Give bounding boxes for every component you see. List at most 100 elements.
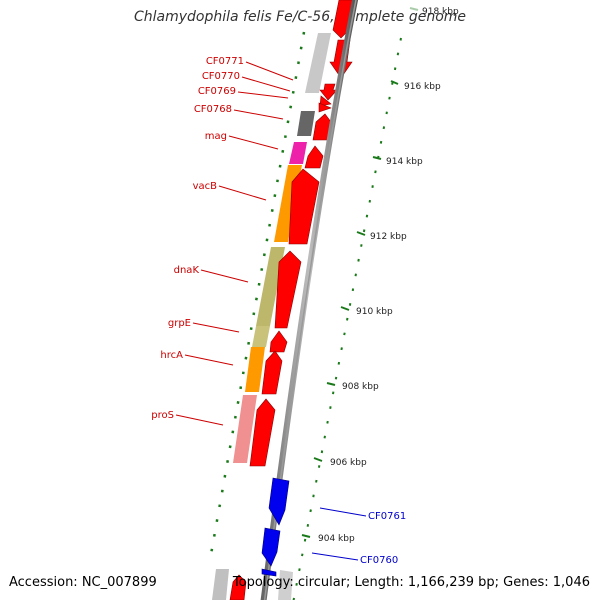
track-dot: [346, 317, 349, 321]
track-dot: [323, 435, 326, 439]
cog-block-pink: [233, 395, 257, 463]
cds-arrow: [319, 95, 332, 107]
kbp-label: 904 kbp: [318, 534, 355, 544]
accession-label: Accession: NC_007899: [9, 575, 157, 590]
track-dot: [226, 460, 230, 463]
track-dot: [362, 229, 366, 233]
cds-arrow: [319, 83, 338, 101]
track-dot: [396, 52, 400, 56]
track-dot: [365, 214, 369, 218]
track-dot: [303, 538, 307, 542]
cds-arrow: [269, 330, 288, 353]
kbp-label: 914 kbp: [386, 157, 423, 167]
track-dot: [301, 553, 304, 557]
cds-arrow: [304, 145, 324, 169]
cds-arrow: [261, 527, 281, 567]
gene-labels: CF0771 CF0770 CF0769 CF0768 mag vacB dna…: [151, 56, 406, 566]
leader-line: [218, 185, 267, 201]
track-dot: [218, 504, 222, 508]
track-dot: [360, 244, 363, 247]
reverse-cds-track: [261, 477, 290, 577]
gene-label-mag: mag: [205, 131, 227, 142]
track-dot: [334, 376, 338, 380]
cds-arrow: [261, 568, 277, 577]
track-dot: [254, 297, 258, 301]
genome-info: Topology: circular; Length: 1,166,239 bp…: [232, 575, 590, 590]
track-dot: [298, 568, 301, 572]
track-dot: [289, 105, 293, 109]
gene-label-cf0770: CF0770: [202, 71, 240, 82]
track-dot: [210, 548, 214, 552]
leader-line: [200, 269, 249, 283]
track-dot: [357, 258, 360, 262]
cds-arrow: [318, 102, 332, 113]
track-dot: [343, 332, 346, 336]
map-title: Chlamydophila felis Fe/C-56, complete ge…: [133, 9, 467, 25]
track-dot: [273, 194, 277, 198]
track-dot: [306, 524, 310, 527]
cds-arrow: [274, 250, 302, 329]
gene-label-pros: proS: [151, 410, 174, 421]
cog-block-magenta: [289, 142, 307, 164]
track-dot: [340, 347, 343, 351]
track-dot: [382, 126, 386, 130]
gene-label-cf0771: CF0771: [206, 56, 244, 67]
track-dot: [281, 149, 285, 153]
cds-arrow: [268, 477, 290, 526]
track-dot: [399, 37, 402, 41]
leader-line: [245, 61, 294, 81]
track-dot: [393, 67, 397, 71]
kbp-label: 918 kbp: [422, 7, 459, 17]
track-dot: [379, 140, 383, 144]
track-dot: [309, 509, 312, 513]
cog-block-orange-2: [245, 347, 265, 392]
cog-block-khaki-2: [252, 326, 270, 347]
cds-arrow: [261, 350, 283, 395]
leader-line: [237, 91, 289, 99]
track-dot: [270, 208, 274, 212]
gene-leaders: [175, 61, 367, 561]
cds-arrow: [288, 168, 320, 245]
track-dot: [337, 361, 341, 365]
track-dot: [291, 90, 295, 94]
leader-line: [228, 135, 279, 150]
track-dot: [326, 420, 329, 424]
leader-line: [241, 76, 291, 92]
cog-block-gray-bottom: [212, 569, 229, 600]
kbp-label: 912 kbp: [370, 232, 407, 242]
gc-skew-track: [210, 31, 306, 552]
leader-line: [233, 109, 284, 120]
gene-label-hrca: hrcA: [160, 350, 183, 361]
track-dot: [262, 253, 266, 257]
kbp-label: 910 kbp: [356, 307, 393, 317]
cds-arrow: [229, 574, 247, 600]
cog-block-gray: [305, 33, 331, 93]
kbp-labels: 918 kbp 916 kbp 914 kbp 912 kbp 910 kbp …: [301, 7, 459, 544]
cog-block-khaki: [256, 247, 285, 326]
track-dot: [299, 46, 303, 50]
gene-label-grpe: grpE: [168, 318, 191, 329]
track-dot: [374, 170, 377, 174]
cog-track: [212, 33, 331, 600]
cds-arrow-gray: [278, 570, 293, 600]
leader-line: [192, 322, 240, 333]
kbp-label: 908 kbp: [342, 382, 379, 392]
gene-label-cf0768: CF0768: [194, 104, 232, 115]
leader-line: [184, 354, 234, 366]
cds-arrow: [249, 398, 276, 467]
cog-block-darkgray: [297, 111, 315, 136]
gene-label-cf0760: CF0760: [360, 555, 398, 566]
leader-line: [175, 414, 224, 426]
kbp-label: 906 kbp: [330, 458, 367, 468]
track-dot: [317, 465, 321, 468]
track-dot: [354, 273, 357, 277]
track-dot: [320, 450, 324, 454]
gene-label-dnak: dnaK: [174, 265, 200, 276]
track-dot: [244, 356, 248, 360]
track-dot: [228, 445, 232, 449]
leader-line: [319, 507, 367, 517]
gene-label-vacb: vacB: [193, 181, 218, 192]
gene-label-cf0761: CF0761: [368, 511, 406, 522]
track-dot: [236, 400, 240, 404]
